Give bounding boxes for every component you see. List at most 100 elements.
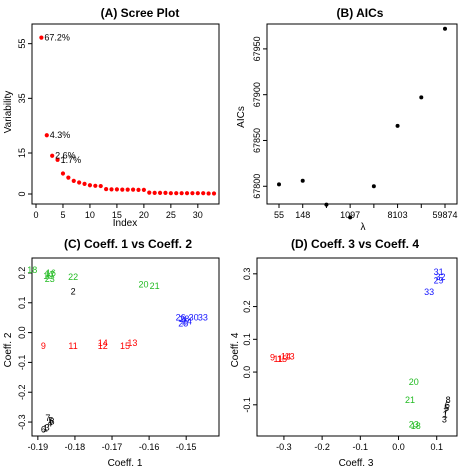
- coeff12-point-label: 24: [182, 316, 192, 326]
- aic-point: [300, 178, 305, 183]
- scree-point: [120, 187, 125, 192]
- coeff34-point-label: 18: [411, 421, 421, 431]
- coeff12-point-label: 3: [45, 422, 50, 432]
- coeff34-point-label: 15: [277, 354, 287, 364]
- scree-point: [87, 183, 93, 188]
- coeff12-point-label: 30: [189, 313, 199, 323]
- coeff34-point-label: 5: [444, 403, 449, 413]
- coeff34-point-label: 20: [409, 377, 419, 387]
- scree-point: [163, 190, 168, 196]
- scree-x-tick-label: 30: [193, 210, 203, 220]
- coeff12-y-tick-label: -0.3: [17, 414, 27, 430]
- scree-point: [136, 187, 141, 192]
- scree-x-tick-label: 0: [33, 210, 38, 220]
- scree-plot-frame: [31, 23, 220, 205]
- aics-axes: 55 148 1097 8103 59874 67800 67850 67900 67950: [252, 36, 458, 220]
- scree-point: [114, 187, 120, 192]
- coeff12-frame: [31, 257, 220, 437]
- scree-point: [77, 180, 82, 185]
- coeff12-point-label: 8: [49, 416, 54, 426]
- coeff12-x-tick-label: -0.17: [102, 442, 123, 452]
- coeff34-y-tick-label: 0.0: [242, 366, 252, 379]
- aics-x-tick-label: 148: [295, 210, 310, 220]
- coeff34-point-label: 14: [281, 351, 291, 361]
- coeff12-point-label: 13: [127, 338, 137, 348]
- aic-point: [395, 123, 400, 128]
- coeff12-point-label: 19: [43, 271, 53, 281]
- coeff12-point-label: 20: [139, 279, 149, 289]
- scree-plot-points: [39, 35, 217, 196]
- scree-point: [206, 191, 211, 196]
- scree-point: [157, 190, 163, 196]
- coeff34-point-label: 21: [405, 395, 415, 405]
- scree-point: [190, 191, 195, 196]
- coeff12-title: (C) Coeff. 1 vs Coeff. 2: [64, 237, 192, 251]
- scree-point: [125, 187, 130, 192]
- scree-point: [50, 153, 55, 158]
- coeff34-point-label: 8: [446, 395, 451, 405]
- scree-point: [152, 190, 157, 196]
- scree-point: [147, 190, 152, 195]
- coeff34-y-tick-label: 0.1: [242, 333, 252, 346]
- coeff12-axes: -0.19 -0.18 -0.17 -0.16 -0.15 -0.3 -0.2 -0.1 0.0…: [17, 267, 196, 452]
- scree-annotation: 67.2%: [44, 33, 70, 43]
- scree-y-tick-label: 0: [17, 191, 27, 196]
- coeff12-point-label: 6: [41, 425, 46, 435]
- scree-plot-ylabel: Variability: [3, 91, 14, 134]
- coeff34-point-label: 13: [285, 351, 295, 361]
- coeff34-x-tick-label: -0.3: [276, 442, 292, 452]
- coeff34-x-tick-label: -0.1: [353, 442, 369, 452]
- aic-point: [348, 215, 353, 220]
- scree-point: [179, 191, 184, 196]
- aic-point: [371, 184, 376, 189]
- aics-frame: [266, 23, 458, 205]
- coeff12-point-label: 14: [98, 338, 108, 348]
- coeff12-point-label: 7: [45, 413, 50, 423]
- panel-aics: (B) AICs 55 148 1097 8103 59874 67800 67850 679…: [236, 6, 458, 233]
- coeff34-y-tick-label: 0.3: [242, 268, 252, 281]
- coeff12-y-tick-label: 0.0: [17, 326, 27, 339]
- scree-plot-title: (A) Scree Plot: [101, 6, 180, 20]
- coeff12-point-label: 21: [150, 281, 160, 291]
- coeff34-x-tick-label: -0.2: [314, 442, 330, 452]
- coeff12-xlabel: Coeff. 1: [108, 458, 143, 469]
- scree-point: [168, 191, 173, 196]
- coeff12-point-label: 1: [43, 424, 48, 434]
- scree-annotation: 4.3%: [50, 130, 71, 140]
- coeff34-point-label: 23: [409, 419, 419, 429]
- coeff12-y-tick-label: 0.1: [17, 297, 27, 310]
- panel-coeff1-vs-coeff2: (C) Coeff. 1 vs Coeff. 2 -0.19 -0.18 -0.17…: [3, 237, 220, 469]
- panel-scree-plot: (A) Scree Plot 0 5 10 15 20 25 30 0 15 35 55 67.2%…: [3, 6, 220, 229]
- coeff12-point-label: 2: [71, 287, 76, 297]
- scree-x-tick-label: 20: [139, 210, 149, 220]
- coeff12-point-label: 22: [68, 272, 78, 282]
- scree-point: [82, 181, 87, 186]
- scree-point: [174, 191, 179, 196]
- scree-point: [39, 35, 44, 40]
- scree-point: [104, 186, 109, 192]
- coeff34-x-tick-label: 0.1: [430, 442, 443, 452]
- coeff34-axes: -0.3 -0.2 -0.1 0.0 0.1 -0.1 0.0 0.1 0.2 0.3: [242, 268, 443, 452]
- scree-point: [66, 175, 71, 180]
- coeff12-x-tick-label: -0.18: [65, 442, 86, 452]
- scree-point: [195, 191, 200, 196]
- scree-annotation: 2.6%: [55, 151, 76, 161]
- coeff12-point-label: 28: [179, 314, 189, 324]
- coeff34-point-label: 32: [436, 272, 446, 282]
- coeff34-point-label: 9: [270, 352, 275, 362]
- aics-y-tick-label: 67800: [252, 174, 262, 199]
- coeff34-point-label: 29: [434, 275, 444, 285]
- coeff34-point-label: 31: [434, 267, 444, 277]
- aic-point: [419, 95, 424, 100]
- scree-point: [44, 133, 49, 138]
- coeff12-point-label: 11: [68, 341, 77, 351]
- coeff12-point-label: 25: [178, 319, 188, 329]
- scree-plot-axes: 0 5 10 15 20 25 30 0 15 35 55: [17, 39, 203, 220]
- scree-point: [201, 191, 206, 196]
- aics-y-tick-label: 67950: [252, 36, 262, 61]
- aic-point: [277, 182, 281, 187]
- coeff12-point-label: 18: [27, 265, 37, 275]
- aics-x-tick-label: 1097: [340, 210, 360, 220]
- aic-point: [443, 26, 447, 31]
